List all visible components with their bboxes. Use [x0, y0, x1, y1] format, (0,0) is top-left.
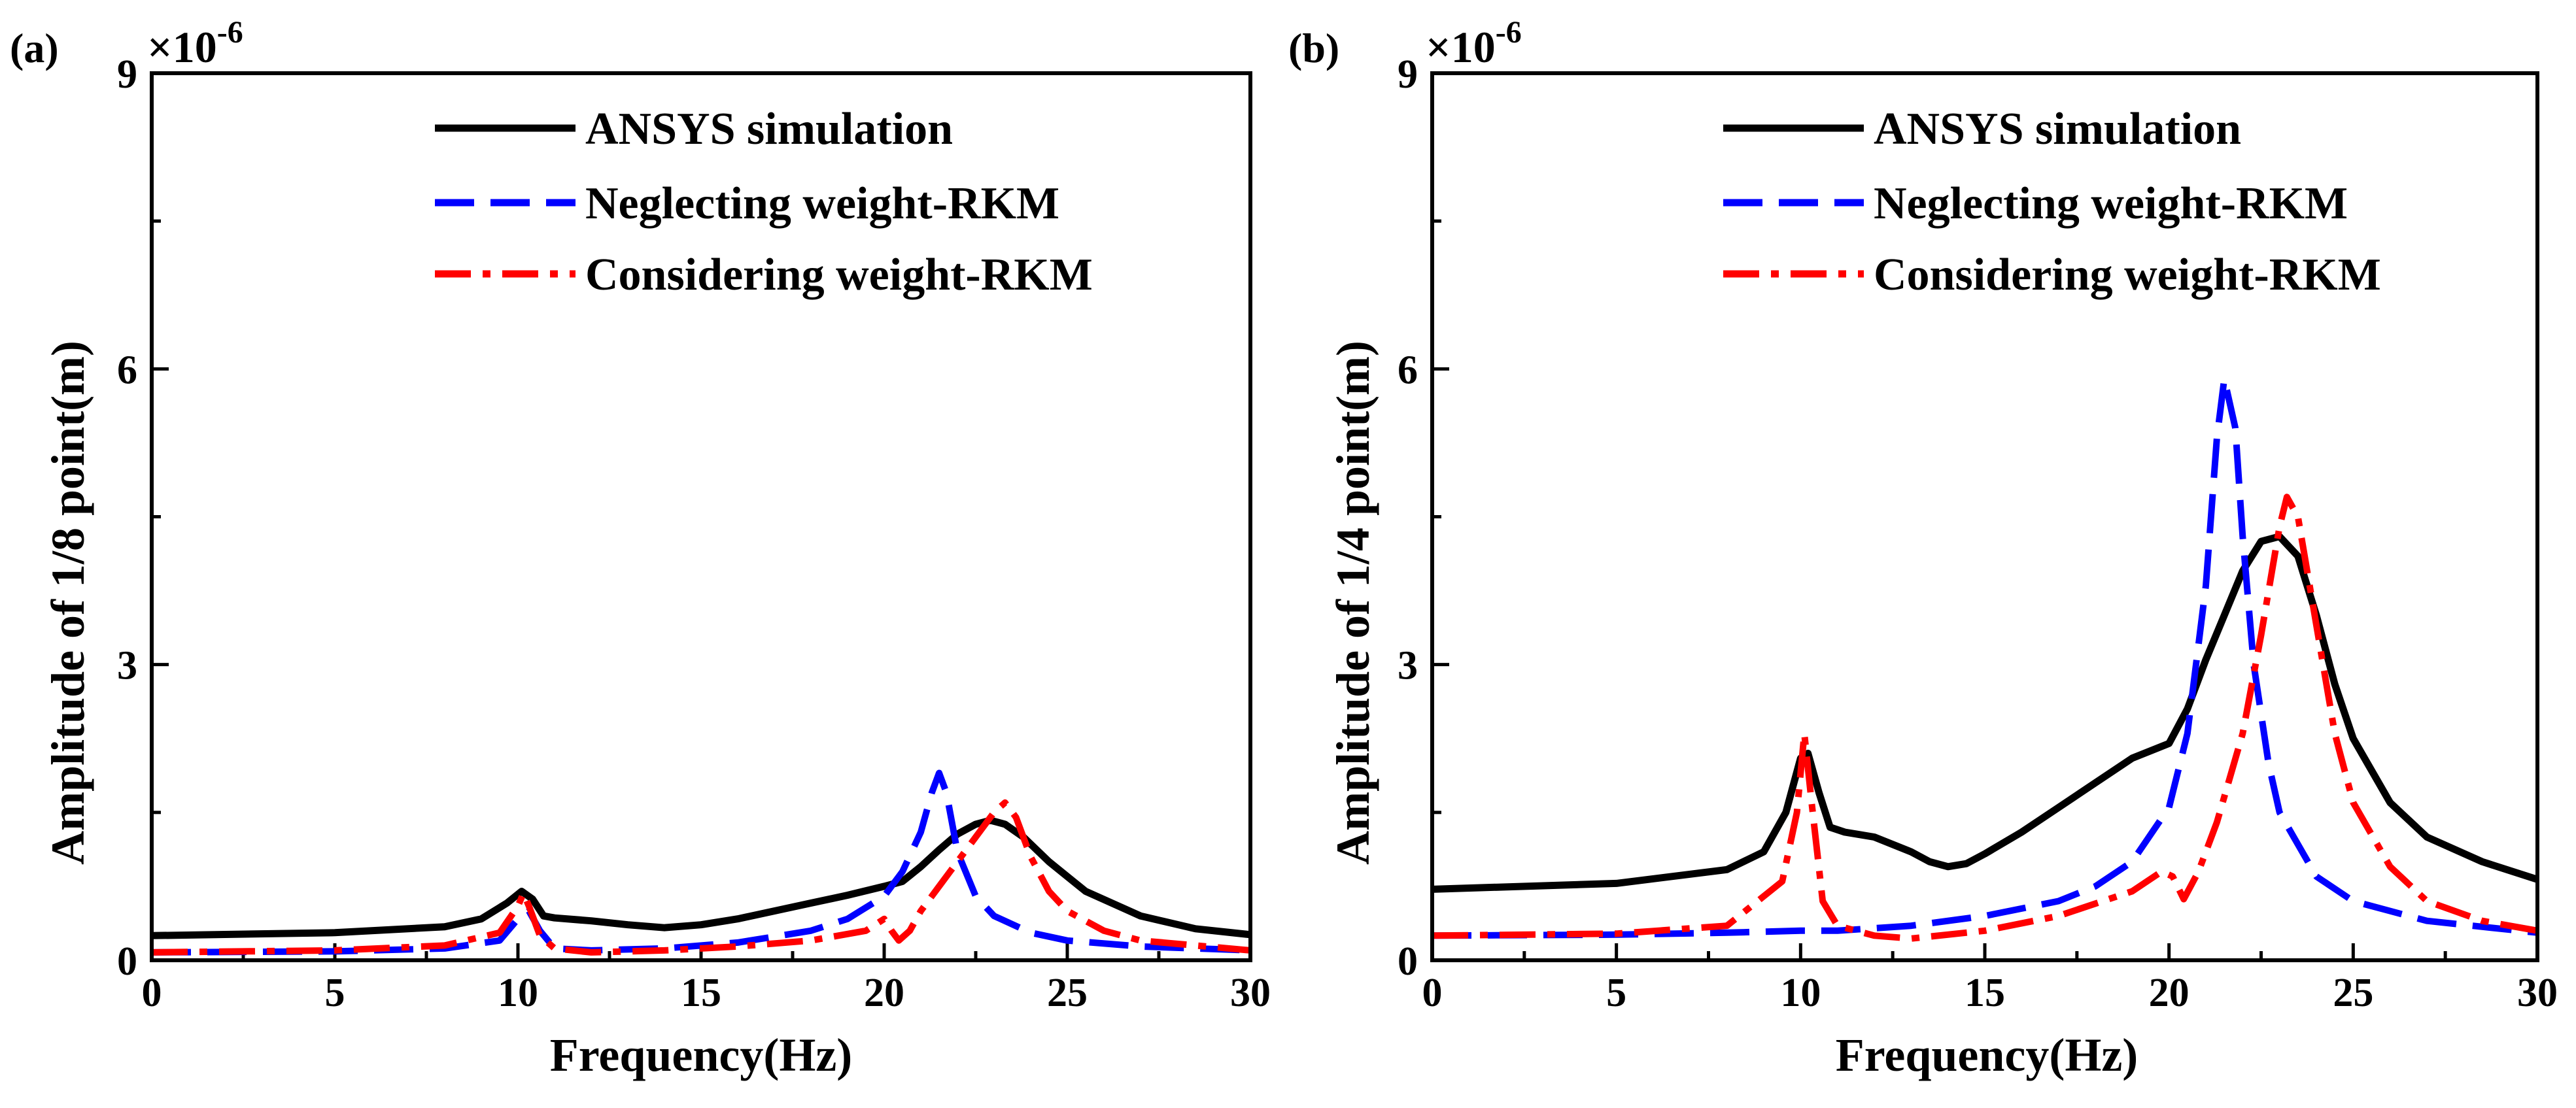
series-considering — [1432, 494, 2538, 942]
x-tick-label: 15 — [1965, 971, 2005, 1015]
x-tick-label: 10 — [498, 971, 538, 1015]
y-tick-label: 0 — [1398, 939, 1418, 984]
panel-b: (b) ×10-6 Amplitude of 1/4 point(m) Freq… — [1288, 15, 2558, 1081]
x-tick-label: 20 — [2149, 971, 2190, 1015]
plot-frame — [150, 71, 1252, 962]
legend-label-considering: Considering weight-RKM — [1874, 250, 2381, 300]
x-tick-label: 25 — [1047, 971, 1088, 1015]
x-tick-label: 20 — [864, 971, 904, 1015]
x-tick-label: 0 — [142, 971, 162, 1015]
y-scale-label: ×10-6 — [147, 15, 243, 72]
series-neglecting — [151, 769, 1251, 956]
series-considering — [151, 799, 1251, 956]
x-axis-title: Frequency(Hz) — [1836, 1029, 2138, 1081]
x-tick-label: 30 — [1230, 971, 1271, 1015]
legend-label-considering: Considering weight-RKM — [585, 250, 1093, 300]
x-tick-label: 30 — [2517, 971, 2558, 1015]
x-tick-label: 0 — [1422, 971, 1443, 1015]
y-tick-label: 9 — [117, 52, 137, 97]
series-layer — [151, 769, 1251, 956]
y-scale-exponent: -6 — [1496, 15, 1522, 50]
y-tick-label: 6 — [117, 348, 137, 392]
panel-label: (a) — [10, 25, 59, 71]
plot-frame — [1430, 71, 2539, 962]
y-axis-title: Amplitude of 1/4 point(m) — [1327, 341, 1379, 865]
legend-label-neglecting: Neglecting weight-RKM — [585, 178, 1059, 229]
plot-area: 0 5 10 15 20 25 30 0 3 6 9 — [117, 52, 1271, 1015]
y-scale-base: ×10 — [1426, 22, 1496, 72]
y-tick-label: 0 — [117, 939, 137, 984]
y-tick-label: 3 — [1398, 644, 1418, 688]
legend: ANSYS simulation Neglecting weight-RKM C… — [435, 104, 1093, 300]
series-ansys — [1432, 533, 2539, 893]
y-scale-base: ×10 — [147, 22, 217, 72]
y-axis-title: Amplitude of 1/8 point(m) — [42, 341, 94, 865]
x-tick-label: 15 — [681, 971, 721, 1015]
x-tick-label: 10 — [1780, 971, 1821, 1015]
legend: ANSYS simulation Neglecting weight-RKM C… — [1723, 104, 2381, 300]
legend-label-ansys: ANSYS simulation — [585, 104, 953, 154]
legend-label-neglecting: Neglecting weight-RKM — [1874, 178, 2348, 229]
series-neglecting — [1432, 375, 2538, 939]
legend-label-ansys: ANSYS simulation — [1874, 104, 2241, 154]
x-tick-label: 5 — [1606, 971, 1626, 1015]
panel-a: (a) ×10-6 Amplitude of 1/8 point(m) Freq… — [10, 15, 1271, 1081]
series-layer — [1432, 375, 2539, 942]
y-tick-label: 6 — [1398, 348, 1418, 392]
x-axis-title: Frequency(Hz) — [550, 1029, 853, 1081]
y-scale-exponent: -6 — [217, 15, 243, 50]
plot-area: 0 5 10 15 20 25 30 0 3 6 9 — [1398, 52, 2558, 1015]
series-ansys — [151, 816, 1251, 939]
x-tick-label: 5 — [325, 971, 345, 1015]
y-tick-label: 3 — [117, 644, 137, 688]
y-scale-label: ×10-6 — [1426, 15, 1522, 72]
y-tick-label: 9 — [1398, 52, 1418, 97]
panel-label: (b) — [1288, 25, 1339, 71]
x-tick-label: 25 — [2333, 971, 2373, 1015]
